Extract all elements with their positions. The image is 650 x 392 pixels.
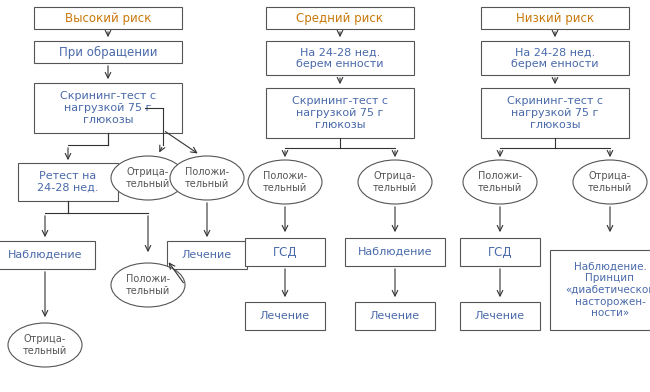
FancyBboxPatch shape [345, 238, 445, 266]
Text: Положи-
тельный: Положи- тельный [185, 167, 229, 189]
Text: Лечение: Лечение [475, 311, 525, 321]
FancyBboxPatch shape [460, 238, 540, 266]
FancyBboxPatch shape [481, 88, 629, 138]
Ellipse shape [573, 160, 647, 204]
FancyBboxPatch shape [355, 302, 435, 330]
FancyBboxPatch shape [266, 41, 414, 75]
Ellipse shape [248, 160, 322, 204]
FancyBboxPatch shape [481, 41, 629, 75]
Text: Высокий риск: Высокий риск [65, 11, 151, 25]
FancyBboxPatch shape [550, 250, 650, 330]
Text: Лечение: Лечение [182, 250, 232, 260]
Ellipse shape [111, 263, 185, 307]
Text: Наблюдение: Наблюдение [8, 250, 83, 260]
Text: При обращении: При обращении [58, 45, 157, 58]
FancyBboxPatch shape [34, 7, 182, 29]
Ellipse shape [170, 156, 244, 200]
Text: Низкий риск: Низкий риск [516, 11, 594, 25]
FancyBboxPatch shape [266, 7, 414, 29]
Text: ГСД: ГСД [273, 245, 297, 258]
Text: Отрица-
тельный: Отрица- тельный [588, 171, 632, 193]
Text: Скрининг-тест с
нагрузкой 75 г
глюкозы: Скрининг-тест с нагрузкой 75 г глюкозы [60, 91, 156, 125]
Text: Лечение: Лечение [370, 311, 420, 321]
FancyBboxPatch shape [245, 302, 325, 330]
FancyBboxPatch shape [34, 41, 182, 63]
Ellipse shape [8, 323, 82, 367]
Ellipse shape [358, 160, 432, 204]
Text: Скрининг-тест с
нагрузкой 75 г
глюкозы: Скрининг-тест с нагрузкой 75 г глюкозы [507, 96, 603, 130]
Text: Наблюдение: Наблюдение [358, 247, 432, 257]
FancyBboxPatch shape [266, 88, 414, 138]
Text: Отрица-
тельный: Отрица- тельный [373, 171, 417, 193]
FancyBboxPatch shape [34, 83, 182, 133]
FancyBboxPatch shape [245, 238, 325, 266]
Text: Положи-
тельный: Положи- тельный [263, 171, 307, 193]
Text: Лечение: Лечение [260, 311, 310, 321]
Text: Отрица-
тельный: Отрица- тельный [23, 334, 67, 356]
FancyBboxPatch shape [18, 163, 118, 201]
Ellipse shape [111, 156, 185, 200]
FancyBboxPatch shape [0, 241, 95, 269]
FancyBboxPatch shape [460, 302, 540, 330]
Text: Отрица-
тельный: Отрица- тельный [126, 167, 170, 189]
Text: Положи-
тельный: Положи- тельный [126, 274, 170, 296]
Text: На 24-28 нед.
берем енности: На 24-28 нед. берем енности [512, 47, 599, 69]
Text: Наблюдение.
Принцип
«диабетической
насторожен-
ности»: Наблюдение. Принцип «диабетической насто… [565, 262, 650, 318]
Text: На 24-28 нед.
берем енности: На 24-28 нед. берем енности [296, 47, 384, 69]
Text: Средний риск: Средний риск [296, 11, 384, 25]
FancyBboxPatch shape [167, 241, 247, 269]
Text: Скрининг-тест с
нагрузкой 75 г
глюкозы: Скрининг-тест с нагрузкой 75 г глюкозы [292, 96, 388, 130]
Text: Положи-
тельный: Положи- тельный [478, 171, 522, 193]
FancyBboxPatch shape [481, 7, 629, 29]
Ellipse shape [463, 160, 537, 204]
Text: Ретест на
24-28 нед.: Ретест на 24-28 нед. [37, 171, 99, 193]
Text: ГСД: ГСД [488, 245, 512, 258]
